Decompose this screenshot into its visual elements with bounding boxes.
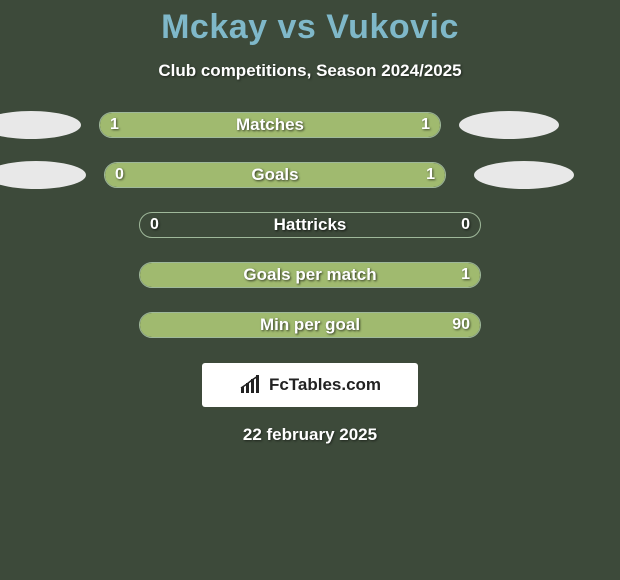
bar-segment-right	[270, 113, 440, 137]
page-title: Mckay vs Vukovic	[0, 8, 620, 47]
bar-segment-right	[140, 263, 480, 287]
spacer	[499, 261, 599, 289]
comparison-infographic: Mckay vs Vukovic Club competitions, Seas…	[0, 0, 620, 445]
stat-bar: Min per goal90	[139, 312, 481, 338]
date-label: 22 february 2025	[0, 425, 620, 445]
spacer	[21, 211, 121, 239]
bar-segment-left	[105, 163, 166, 187]
spacer	[21, 261, 121, 289]
stat-bar: Goals per match1	[139, 262, 481, 288]
stat-label: Hattricks	[140, 215, 480, 235]
bar-segment-right	[166, 163, 445, 187]
stat-row: Goals01	[0, 161, 620, 189]
player-marker-right	[459, 111, 559, 139]
player-marker-right	[474, 161, 574, 189]
subtitle: Club competitions, Season 2024/2025	[0, 61, 620, 81]
player-marker-left	[0, 111, 81, 139]
stat-bar: Hattricks0 0	[139, 212, 481, 238]
player-marker-left	[0, 161, 86, 189]
spacer	[499, 211, 599, 239]
stat-bar: Goals01	[104, 162, 446, 188]
logo-text: FcTables.com	[269, 375, 381, 395]
bar-segment-right	[140, 313, 480, 337]
spacer	[21, 311, 121, 339]
stat-bar: Matches11	[99, 112, 441, 138]
stat-row: Goals per match1	[0, 261, 620, 289]
bar-segment-left	[100, 113, 270, 137]
logo-box: FcTables.com	[202, 363, 418, 407]
stats-list: Matches11 Goals01 Hattricks0 0 Goals per mat…	[0, 111, 620, 339]
spacer	[499, 311, 599, 339]
stat-row: Hattricks0 0	[0, 211, 620, 239]
stat-value-left: 0	[150, 216, 159, 234]
stat-row: Matches11	[0, 111, 620, 139]
stat-row: Min per goal90	[0, 311, 620, 339]
stat-value-right: 0	[461, 216, 470, 234]
fctables-chart-icon	[239, 375, 263, 395]
